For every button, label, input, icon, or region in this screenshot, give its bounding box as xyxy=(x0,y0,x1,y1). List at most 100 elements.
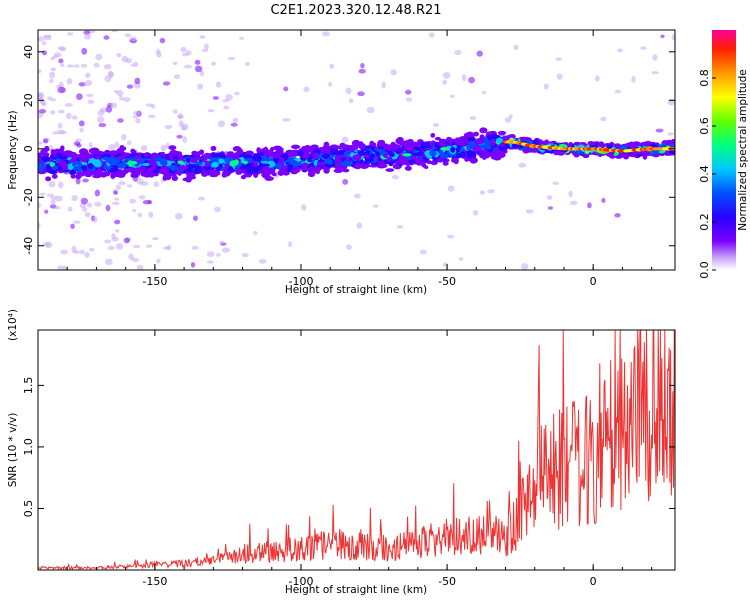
spectrogram-y-tick-label: 40 xyxy=(22,45,35,59)
heatmap-cell xyxy=(637,150,645,155)
heatmap-cell xyxy=(404,89,412,95)
heatmap-cell xyxy=(177,160,184,165)
heatmap-cell xyxy=(341,136,349,143)
heatmap-cell xyxy=(109,150,119,156)
heatmap-cell xyxy=(107,70,114,78)
heatmap-cell xyxy=(117,118,124,123)
heatmap-cell xyxy=(441,154,449,159)
heatmap-cell xyxy=(156,258,161,264)
heatmap-cell xyxy=(66,64,75,68)
heatmap-cell xyxy=(278,157,285,162)
heatmap-cell xyxy=(103,164,109,170)
heatmap-cell xyxy=(643,141,653,145)
heatmap-cell xyxy=(43,35,52,41)
heatmap-cell xyxy=(400,156,407,161)
heatmap-cell xyxy=(364,157,374,163)
colorbar-tick-label: 0.4 xyxy=(698,165,711,183)
heatmap-cell xyxy=(217,120,225,128)
heatmap-cell xyxy=(450,146,456,153)
heatmap-cell xyxy=(129,36,137,42)
heatmap-cell xyxy=(360,63,365,69)
heatmap-cell xyxy=(655,128,664,133)
heatmap-cell xyxy=(201,157,207,163)
heatmap-cell xyxy=(140,181,149,186)
heatmap-cell xyxy=(348,98,354,104)
heatmap-cell xyxy=(60,63,65,68)
heatmap-cell xyxy=(504,117,512,123)
heatmap-cell xyxy=(189,157,198,164)
heatmap-cell xyxy=(147,114,156,118)
heatmap-cell xyxy=(307,157,312,163)
heatmap-cell xyxy=(342,160,350,166)
heatmap-cell xyxy=(199,149,205,156)
spectrogram-x-tick-label: -150 xyxy=(142,275,167,288)
heatmap-cell xyxy=(87,99,95,104)
heatmap-cell xyxy=(38,69,42,74)
heatmap-cell xyxy=(160,151,166,157)
heatmap-cell xyxy=(660,34,665,39)
heatmap-cell xyxy=(176,114,184,119)
heatmap-cell xyxy=(468,76,475,84)
heatmap-cell xyxy=(57,265,65,270)
heatmap-cell xyxy=(454,138,460,144)
heatmap-cell xyxy=(553,150,558,155)
heatmap-cell xyxy=(94,189,101,197)
heatmap-cell xyxy=(118,96,124,101)
heatmap-cell xyxy=(133,82,141,89)
heatmap-cell xyxy=(159,37,166,44)
heatmap-cell xyxy=(43,147,49,153)
heatmap-cell xyxy=(434,141,440,149)
heatmap-cell xyxy=(74,167,83,173)
colorbar-tick-label: 0.2 xyxy=(698,213,711,231)
heatmap-cell xyxy=(137,212,143,218)
heatmap-cell xyxy=(600,116,607,122)
heatmap-cell xyxy=(166,245,172,251)
heatmap-cell xyxy=(132,209,137,213)
heatmap-cell xyxy=(479,127,488,134)
heatmap-cell xyxy=(173,155,179,160)
heatmap-cell xyxy=(77,161,83,168)
heatmap-cell xyxy=(225,163,231,168)
heatmap-cell xyxy=(128,160,138,165)
heatmap-cell xyxy=(221,247,230,253)
heatmap-cell xyxy=(111,201,120,205)
heatmap-cell xyxy=(541,140,549,146)
heatmap-cell xyxy=(130,174,139,178)
heatmap-cell xyxy=(185,157,192,163)
heatmap-cell xyxy=(556,73,563,80)
heatmap-cell xyxy=(442,161,449,166)
heatmap-cell xyxy=(460,142,466,147)
heatmap-cell xyxy=(614,89,622,94)
heatmap-cell xyxy=(397,224,403,229)
spectrogram-x-tick-label: 0 xyxy=(590,275,597,288)
heatmap-cell xyxy=(343,151,349,157)
heatmap-cell xyxy=(82,178,89,183)
heatmap-cell xyxy=(471,132,477,137)
heatmap-cell xyxy=(456,152,462,159)
heatmap-cell xyxy=(46,193,54,197)
heatmap-cell xyxy=(38,202,41,208)
heatmap-cell xyxy=(97,116,105,123)
heatmap-cell xyxy=(87,162,94,170)
heatmap-cell xyxy=(148,158,156,165)
heatmap-cell xyxy=(460,151,466,158)
heatmap-cell xyxy=(39,192,46,196)
heatmap-cell xyxy=(333,151,343,155)
heatmap-cell xyxy=(78,148,89,156)
heatmap-cell xyxy=(321,153,330,160)
heatmap-cell xyxy=(194,65,203,73)
heatmap-cell xyxy=(511,143,520,149)
heatmap-cell xyxy=(352,154,362,160)
heatmap-cell xyxy=(104,258,113,266)
heatmap-cell xyxy=(450,94,455,99)
heatmap-cell xyxy=(181,52,189,57)
heatmap-cell xyxy=(227,166,234,173)
heatmap-cell xyxy=(145,244,153,248)
heatmap-cell xyxy=(316,161,326,166)
heatmap-cell xyxy=(212,96,220,100)
heatmap-cell xyxy=(498,145,505,151)
heatmap-cell xyxy=(326,159,334,165)
heatmap-cell xyxy=(116,52,122,58)
heatmap-cell xyxy=(377,160,384,166)
heatmap-cell xyxy=(434,136,441,141)
